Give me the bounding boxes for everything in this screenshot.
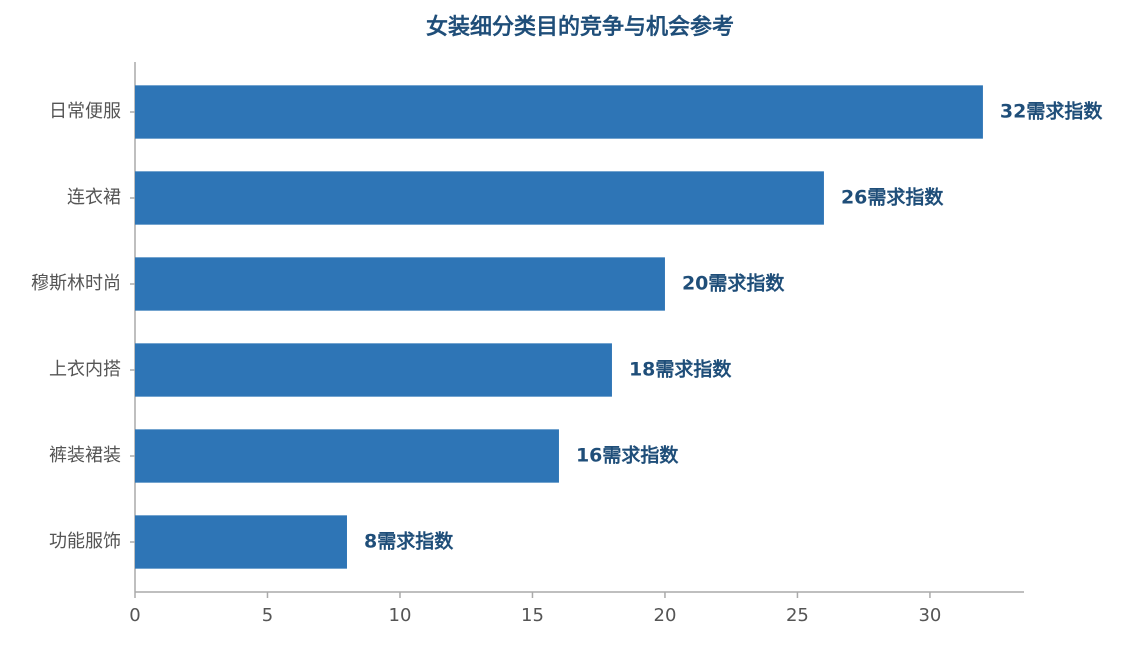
chart-title: 女装细分类目的竞争与机会参考: [426, 14, 734, 40]
x-tick-label: 20: [654, 605, 677, 626]
bar: [135, 257, 665, 311]
y-tick-label: 功能服饰: [49, 531, 121, 552]
bar: [135, 171, 824, 225]
value-label: 32需求指数: [1000, 100, 1103, 123]
y-tick-label: 上衣内搭: [49, 359, 121, 380]
bar: [135, 85, 983, 139]
x-tick-label: 0: [129, 605, 140, 626]
y-tick-label: 日常便服: [49, 101, 121, 122]
bar: [135, 343, 612, 397]
y-tick-label: 连衣裙: [67, 187, 121, 208]
value-label: 16需求指数: [576, 444, 679, 467]
value-label: 18需求指数: [629, 358, 732, 381]
value-label: 8需求指数: [364, 530, 454, 553]
y-tick-label: 裤装裙装: [49, 445, 121, 466]
x-tick-label: 30: [918, 605, 941, 626]
value-label: 20需求指数: [682, 272, 785, 295]
x-tick-label: 5: [262, 605, 273, 626]
y-tick-label: 穆斯林时尚: [31, 273, 121, 294]
bar: [135, 515, 347, 569]
bar: [135, 429, 559, 483]
value-label: 26需求指数: [841, 186, 944, 209]
x-tick-label: 25: [786, 605, 809, 626]
x-tick-label: 15: [521, 605, 544, 626]
x-tick-label: 10: [389, 605, 412, 626]
